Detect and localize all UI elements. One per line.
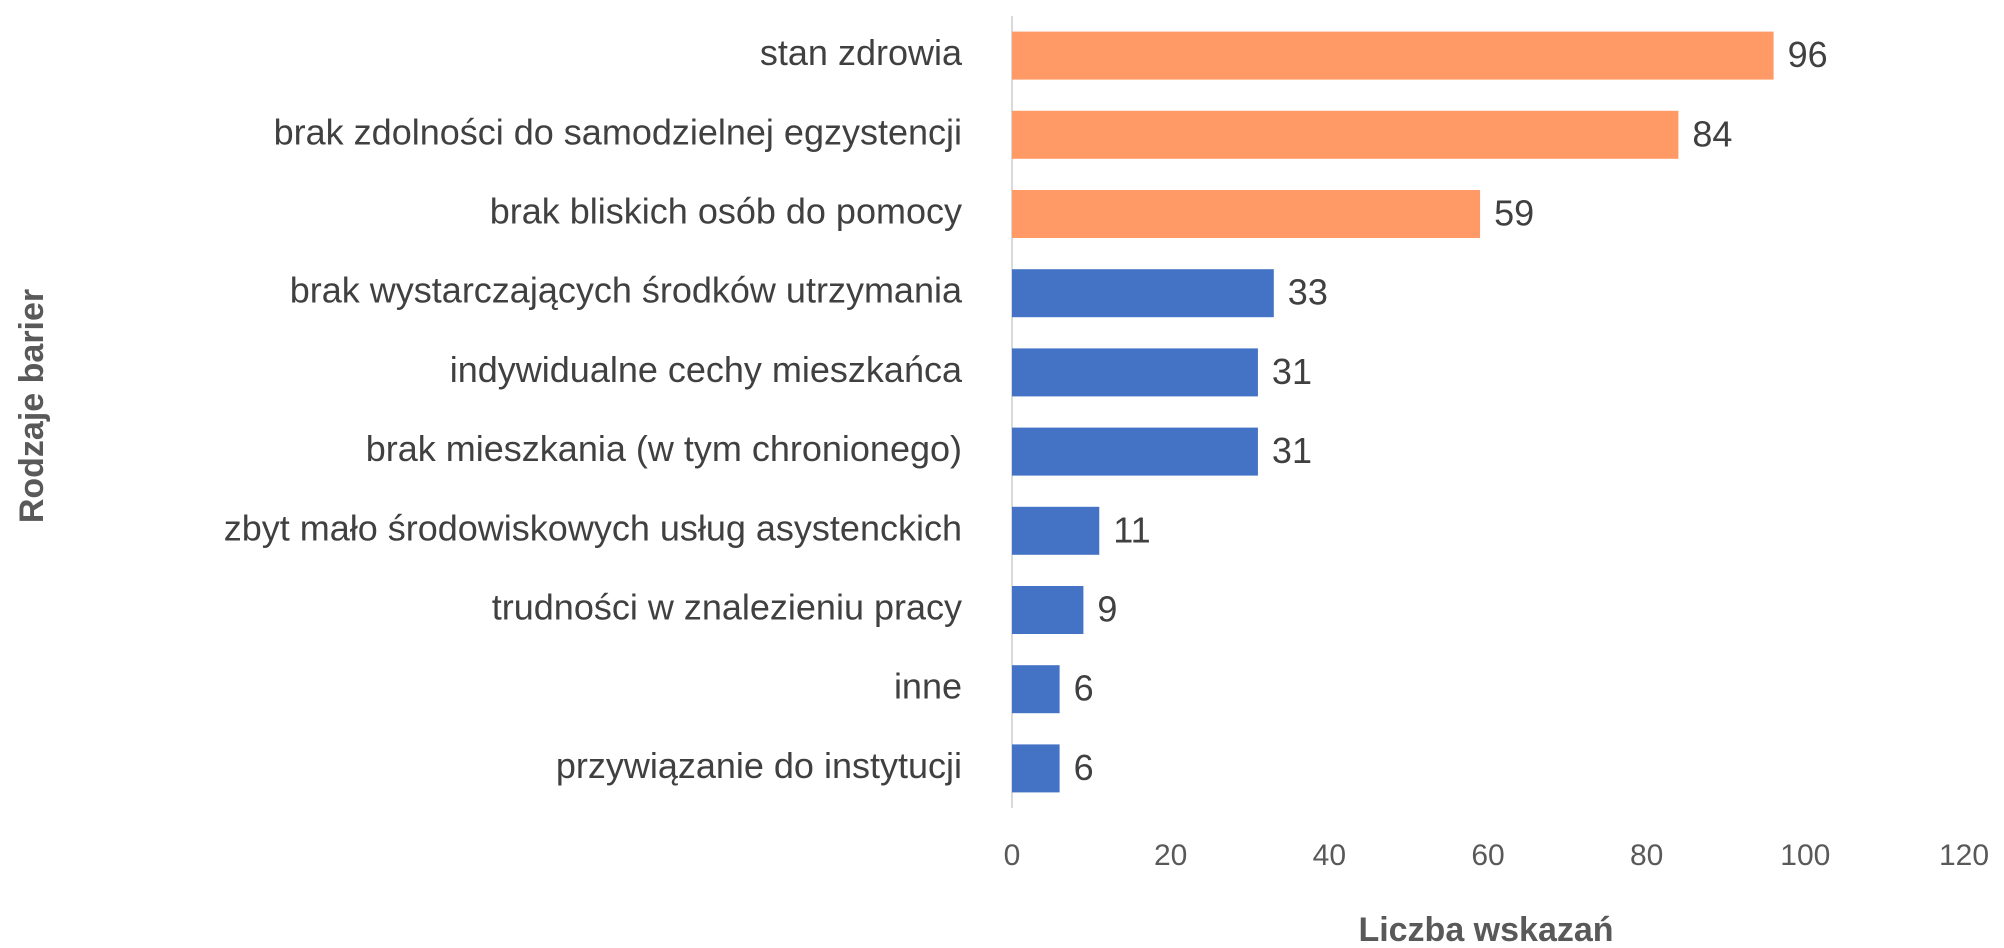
y-tick-label: trudności w znalezieniu pracy (492, 587, 962, 628)
data-label: 9 (1097, 589, 1117, 630)
data-label: 6 (1074, 668, 1094, 709)
x-tick-label: 0 (1004, 839, 1021, 872)
data-label: 6 (1074, 747, 1094, 788)
x-tick-label: 40 (1313, 839, 1346, 872)
y-tick-label: brak wystarczających środków utrzymania (290, 270, 963, 311)
y-tick-label: przywiązanie do instytucji (556, 745, 962, 786)
x-tick-label: 20 (1154, 839, 1187, 872)
data-label: 31 (1272, 430, 1312, 471)
data-label: 84 (1692, 113, 1732, 154)
x-tick-label: 60 (1471, 839, 1504, 872)
bar (1012, 348, 1258, 397)
x-tick-label: 80 (1630, 839, 1663, 872)
bar (1012, 110, 1679, 159)
y-tick-label: stan zdrowia (760, 32, 963, 73)
y-tick-label: brak mieszkania (w tym chronionego) (366, 428, 962, 469)
y-tick-label: brak zdolności do samodzielnej egzystenc… (274, 111, 962, 152)
y-tick-label: zbyt mało środowiskowych usług asystenck… (224, 507, 962, 548)
y-axis-title: Rodzaje barier (13, 289, 51, 523)
data-label: 31 (1272, 351, 1312, 392)
bar (1012, 506, 1100, 555)
x-tick-label: 100 (1780, 839, 1830, 872)
x-tick-label: 120 (1939, 839, 1989, 872)
bar (1012, 190, 1481, 238)
y-tick-label: brak bliskich osób do pomocy (490, 191, 962, 232)
y-tick-label: indywidualne cechy mieszkańca (450, 349, 963, 390)
data-label: 33 (1288, 272, 1328, 313)
bar (1012, 269, 1274, 318)
data-label: 59 (1494, 193, 1534, 234)
y-tick-label: inne (894, 666, 962, 707)
data-label: 11 (1113, 509, 1150, 550)
bar (1012, 744, 1060, 793)
bar (1012, 586, 1084, 634)
bar (1012, 665, 1060, 714)
x-axis-title: Liczba wskazań (1358, 911, 1613, 948)
bar (1012, 427, 1258, 476)
data-label: 96 (1788, 34, 1828, 75)
bar (1012, 31, 1774, 80)
